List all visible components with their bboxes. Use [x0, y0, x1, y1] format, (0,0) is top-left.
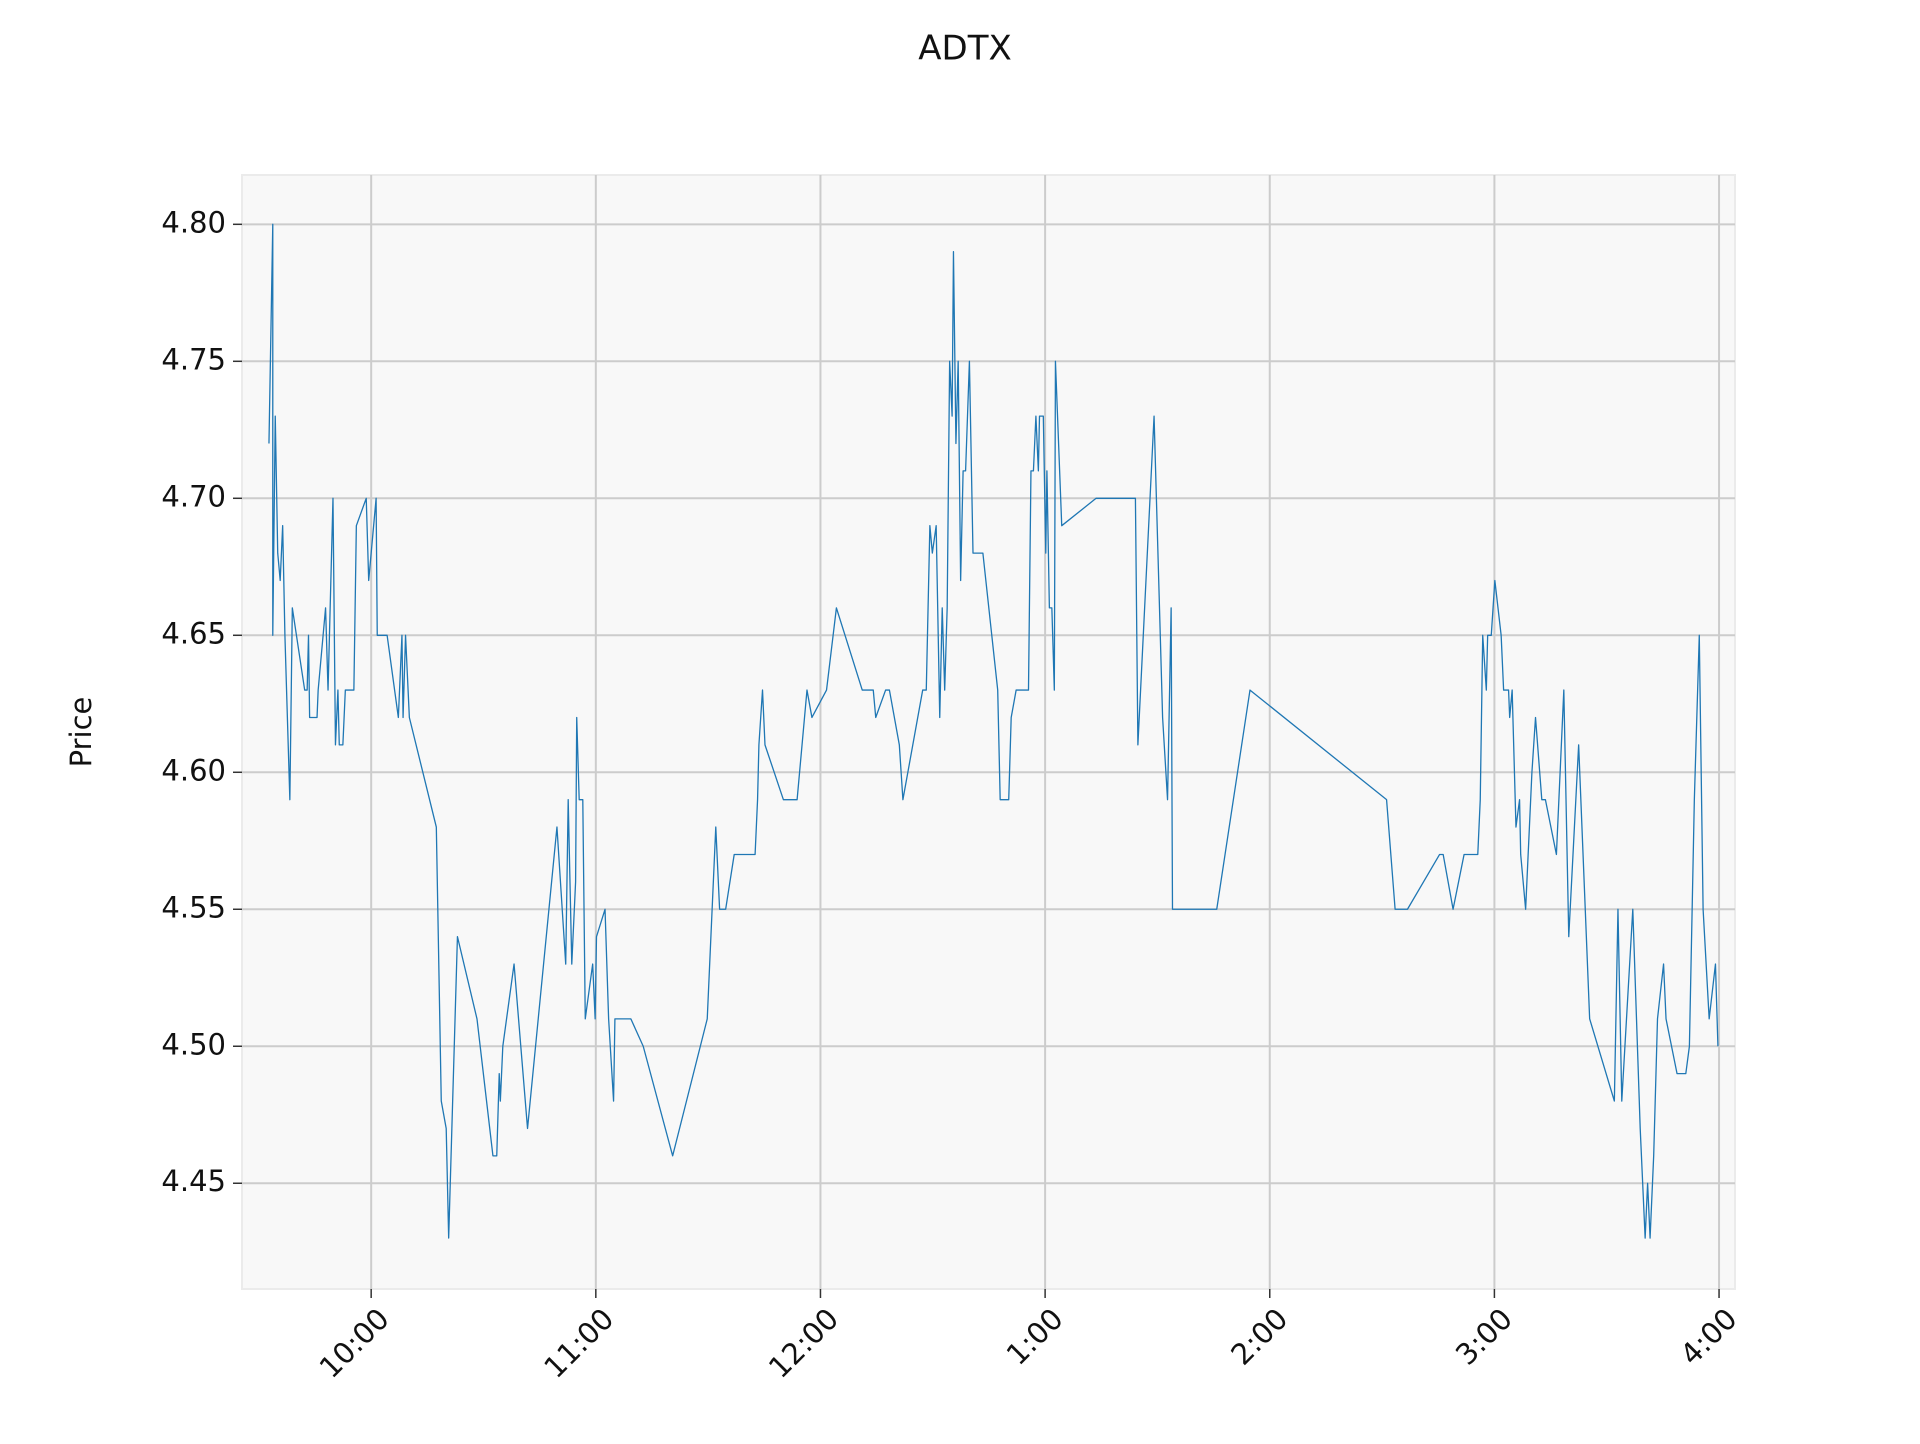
y-tick-label: 4.80 — [161, 205, 226, 239]
y-tick-label: 4.45 — [161, 1164, 226, 1198]
x-tick-label: 12:00 — [762, 1302, 845, 1385]
x-tick-label: 1:00 — [1000, 1302, 1070, 1372]
y-tick-label: 4.50 — [161, 1027, 226, 1061]
y-axis-label: Price — [64, 697, 98, 768]
x-tick-label: 11:00 — [537, 1302, 620, 1385]
y-tick-label: 4.70 — [161, 479, 226, 513]
y-tick-label: 4.60 — [161, 753, 226, 787]
price-line — [268, 223, 1719, 1239]
chart-title: ADTX — [918, 29, 1012, 69]
plot-background — [241, 174, 1736, 1290]
y-tick-label: 4.65 — [161, 616, 226, 650]
x-tick-label: 4:00 — [1674, 1302, 1744, 1372]
x-tick-label: 3:00 — [1449, 1302, 1519, 1372]
y-tick-label: 4.55 — [161, 890, 226, 924]
x-tick-label: 2:00 — [1224, 1302, 1294, 1372]
y-tick-label: 4.75 — [161, 342, 226, 376]
x-tick-label: 10:00 — [313, 1302, 396, 1385]
